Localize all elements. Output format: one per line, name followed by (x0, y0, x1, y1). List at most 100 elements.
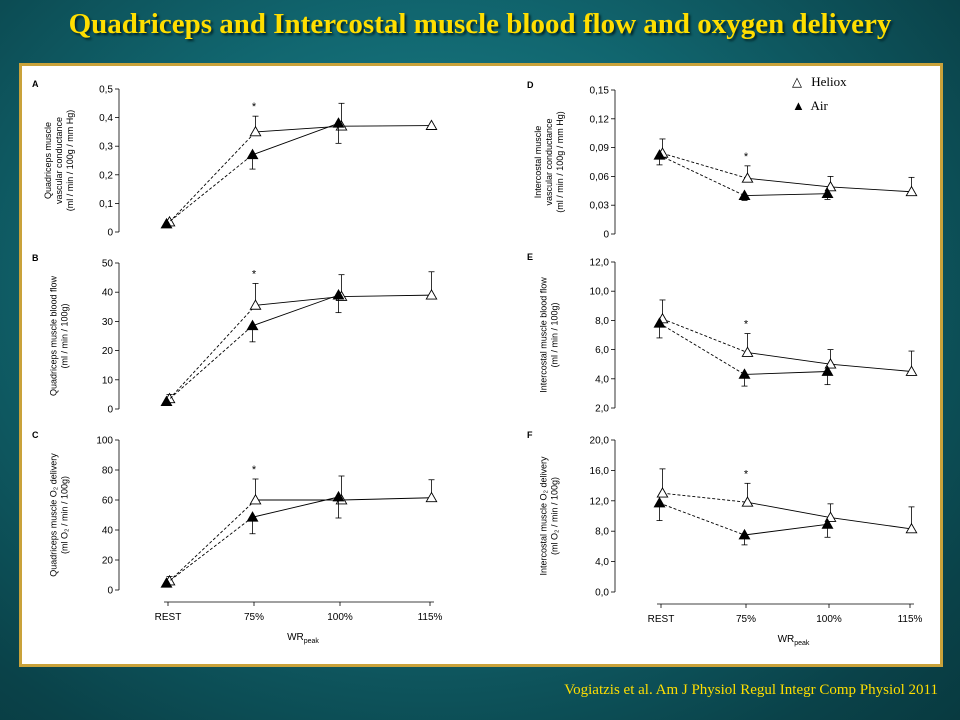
y-tick-label: 50 (102, 259, 114, 270)
panel-letter: B (32, 253, 39, 263)
series-line-heliox (255, 296, 342, 306)
data-point-heliox (905, 522, 918, 534)
data-point-air (160, 395, 173, 407)
data-point-heliox (824, 358, 837, 369)
data-point-air (738, 528, 751, 540)
x-axis-label: WRpeak (287, 632, 319, 645)
y-axis-label-line: (ml / min / 100g / mm Hg) (65, 110, 75, 212)
series-line-heliox (830, 517, 912, 530)
y-tick-label: 0,1 (99, 199, 113, 210)
y-tick-label: 20 (102, 346, 114, 357)
y-tick-label: 30 (102, 317, 114, 328)
series-line-heliox (747, 352, 831, 365)
y-tick-label: 80 (102, 466, 114, 477)
series-line-heliox (662, 492, 748, 503)
series-line-air (252, 294, 339, 327)
chart-panel-d: D 0 0,03 0,06 0,09 0,12 0,15 Intercostal muscle… (527, 80, 918, 241)
data-point-air (160, 217, 173, 229)
y-tick-label: 2,0 (595, 404, 609, 415)
y-axis-label: Intercostal musclevascular conductance(m… (533, 111, 565, 213)
y-axis-label-line: vascular conductance (54, 117, 64, 204)
y-axis-label-line: Intercostal muscle blood flow (539, 277, 549, 393)
chart-panel-f: F 0,0 4,0 8,0 12,0 16,0 20,0 Intercostal muscle… (527, 430, 918, 599)
y-tick-label: 6,0 (595, 345, 609, 356)
series-line-heliox (662, 318, 748, 353)
y-tick-label: 20,0 (590, 436, 610, 447)
data-point-air (738, 189, 751, 200)
chart-panel-b: B 0 10 20 30 40 50 Quadriceps muscle blood flow… (32, 253, 438, 416)
x-tick-label: 115% (418, 612, 443, 623)
legend-label: Air (810, 98, 828, 113)
data-point-air (738, 368, 751, 379)
data-point-heliox (249, 493, 262, 505)
series-line-heliox (747, 501, 831, 518)
y-axis-label-line: (ml O₂ / min / 100g) (60, 476, 70, 554)
y-tick-label: 0,09 (590, 143, 610, 154)
y-axis-label: Intercostal muscle blood flow(ml / min /… (539, 277, 560, 393)
citation: Vogiatzis et al. Am J Physiol Regul Inte… (564, 682, 938, 698)
series-line-air (659, 322, 745, 375)
x-axis-label-sub: peak (794, 640, 810, 647)
significance-marker: * (252, 101, 257, 113)
data-point-air (653, 496, 666, 508)
y-tick-label: 0,4 (99, 113, 113, 124)
series-line-heliox (341, 497, 432, 501)
x-tick-label: 115% (898, 614, 923, 625)
x-axis-label: WRpeak (778, 634, 810, 647)
y-axis-label: Quadriceps muscle blood flow(ml / min / … (49, 275, 70, 396)
y-tick-label: 8,0 (595, 316, 609, 327)
y-axis-label-line: Intercostal muscle (533, 126, 543, 199)
x-tick-label: REST (648, 614, 675, 625)
y-axis-label-line: (ml / min / 100g) (60, 303, 70, 368)
series-line-air (166, 516, 253, 584)
data-point-heliox (905, 365, 918, 376)
data-point-air (246, 319, 259, 331)
series-line-heliox (341, 294, 432, 298)
panel-letter: F (527, 430, 533, 440)
panel-letter: C (32, 430, 39, 440)
series-line-air (744, 193, 828, 197)
data-point-air (332, 490, 345, 502)
series-line-air (744, 523, 828, 536)
data-point-air (821, 187, 834, 199)
significance-marker: * (744, 319, 749, 331)
x-tick-label: 100% (327, 612, 353, 623)
series-line-heliox (169, 499, 256, 582)
y-tick-label: 0,5 (99, 85, 113, 96)
y-tick-label: 100 (96, 436, 113, 447)
figure-frame: A 0 0,1 0,2 0,3 0,4 0,5 Quadriceps musclevascul… (19, 63, 943, 667)
data-point-heliox (741, 496, 754, 507)
legend-item-air: ▲ Air (792, 94, 847, 118)
open-triangle-icon: △ (792, 74, 802, 89)
chart-panel-e: E 2,0 4,0 6,0 8,0 10,0 12,0 Intercostal muscle … (527, 252, 918, 415)
x-axis-label-main: WR (287, 632, 304, 643)
series-line-heliox (830, 186, 912, 193)
y-tick-label: 0,03 (590, 201, 610, 212)
y-tick-label: 4,0 (595, 557, 609, 568)
y-axis-label-line: Quadriceps muscle O₂ delivery (49, 453, 59, 577)
filled-triangle-icon: ▲ (792, 98, 805, 113)
significance-marker: * (252, 464, 257, 476)
x-axis-label-sub: peak (304, 638, 320, 645)
series-line-heliox (169, 131, 256, 223)
y-tick-label: 0,06 (590, 172, 610, 183)
data-point-heliox (741, 346, 754, 357)
data-point-air (246, 511, 259, 522)
y-tick-label: 0 (603, 230, 609, 241)
y-tick-label: 4,0 (595, 374, 609, 385)
slide-title: Quadriceps and Intercostal muscle blood … (68, 8, 892, 40)
y-axis-label-line: (ml O₂ / min / 100g) (550, 477, 560, 555)
y-tick-label: 0 (107, 405, 113, 416)
series-line-heliox (747, 177, 831, 188)
y-tick-label: 12,0 (590, 258, 610, 269)
y-tick-label: 60 (102, 496, 114, 507)
y-tick-label: 0 (107, 228, 113, 239)
y-tick-label: 0,3 (99, 142, 113, 153)
y-axis-label-line: Quadriceps muscle blood flow (49, 275, 59, 396)
series-line-air (166, 154, 253, 225)
y-tick-label: 8,0 (595, 527, 609, 538)
series-line-air (166, 325, 253, 403)
data-point-air (246, 148, 259, 160)
y-axis-label-line: Quadriceps muscle (43, 122, 53, 199)
